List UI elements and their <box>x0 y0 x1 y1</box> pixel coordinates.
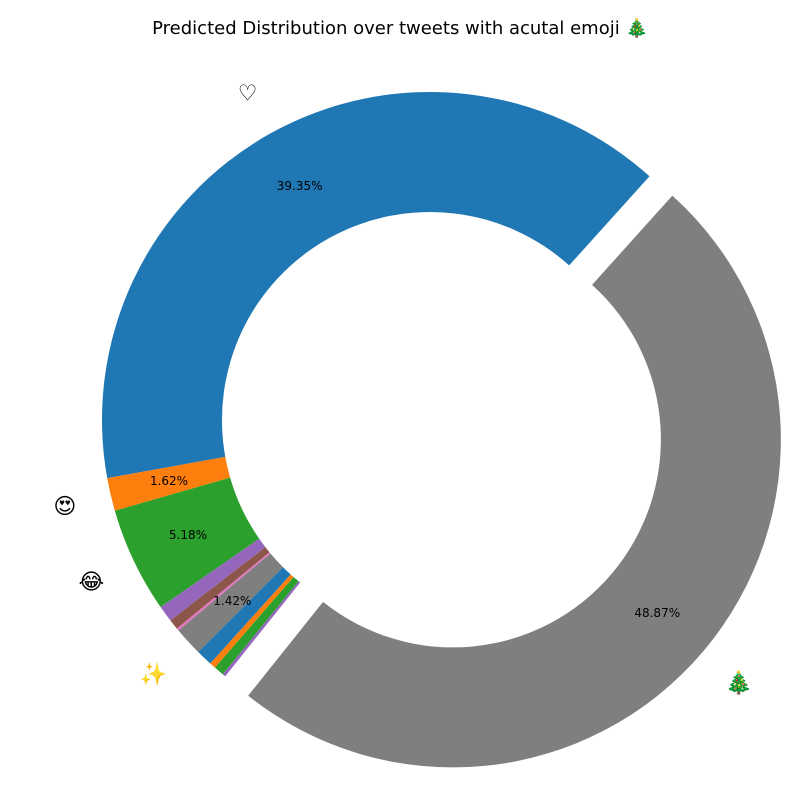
slice-percent-label-6: 1.42% <box>213 594 251 608</box>
slice-emoji-label-11: 🎄 <box>725 670 752 696</box>
pie-slice-7 <box>198 567 291 664</box>
pie-slice-1 <box>107 456 231 511</box>
pie-slice-2 <box>114 477 260 608</box>
chart-title: Predicted Distribution over tweets with … <box>152 17 648 39</box>
emoji-labels-group: ♡ 😍 😂 ✨ 🎄 <box>53 81 752 696</box>
pie-slice-8 <box>210 574 294 668</box>
pie-slice-3 <box>160 538 266 621</box>
slice-emoji-label-0: ♡ <box>238 81 258 106</box>
pie-slice-9 <box>214 577 299 675</box>
pie-slice-0 <box>102 92 650 479</box>
pie-slice-5 <box>176 552 271 631</box>
pie-slice-4 <box>170 547 270 629</box>
percent-labels-group: 39.35% 1.62% 5.18% 1.42% 48.87% <box>150 179 680 620</box>
slices-group <box>102 92 781 768</box>
slice-percent-label-1: 1.62% <box>150 474 188 488</box>
pie-slice-10 <box>222 581 301 677</box>
slice-emoji-label-1: 😍 <box>53 494 76 519</box>
slice-percent-label-2: 5.18% <box>169 528 207 542</box>
pie-slice-11 <box>248 195 781 768</box>
slice-emoji-label-6: ✨ <box>140 661 167 687</box>
slice-percent-label-11: 48.87% <box>634 606 680 620</box>
slice-percent-label-0: 39.35% <box>277 179 323 193</box>
pie-slice-6 <box>178 553 284 653</box>
slice-emoji-label-2: 😂 <box>78 570 104 595</box>
